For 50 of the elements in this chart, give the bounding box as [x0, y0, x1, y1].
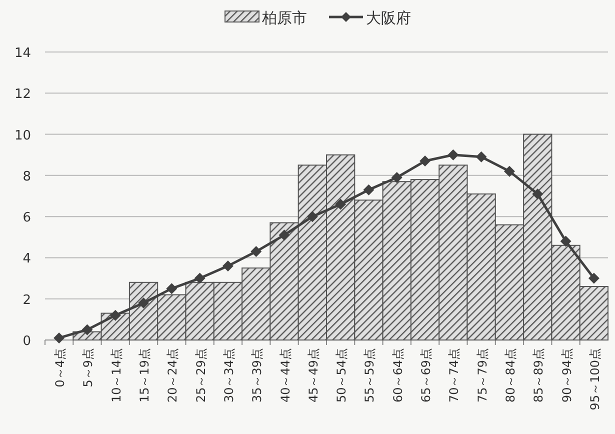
- y-tick-label: 12: [14, 87, 31, 102]
- y-tick-label: 10: [14, 128, 31, 144]
- y-tick-label: 4: [22, 252, 31, 267]
- x-tick-label: 90～94点: [560, 348, 574, 403]
- x-tick-label: 10～14点: [109, 348, 124, 403]
- y-tick-label: 8: [22, 169, 31, 184]
- x-tick-label: 25～29点: [194, 348, 208, 403]
- x-tick-label: 70～74点: [447, 348, 462, 403]
- x-tick-label: 80～84点: [503, 348, 518, 403]
- x-tick-label: 60～64点: [390, 348, 405, 403]
- point: [476, 151, 487, 162]
- y-tick-label: 0: [22, 334, 31, 349]
- point: [138, 297, 150, 308]
- point: [588, 272, 600, 284]
- point: [532, 188, 544, 200]
- x-tick-label: 75～79点: [475, 348, 490, 403]
- x-tick-label: 55～59点: [362, 348, 377, 403]
- point: [250, 246, 262, 258]
- x-tick-label: 65～69点: [419, 348, 434, 403]
- x-tick-label: 30～34点: [222, 348, 236, 403]
- x-tick-label: 0～4点: [53, 348, 68, 388]
- x-tick-label: 85～89点: [532, 348, 546, 403]
- x-tick-label: 50～54点: [334, 348, 349, 403]
- point: [110, 310, 121, 321]
- x-tick-label: 35～39点: [250, 348, 264, 403]
- x-tick-label: 95～100点: [588, 348, 602, 410]
- point: [166, 283, 178, 294]
- y-tick-label: 14: [14, 46, 31, 61]
- x-tick-label: 40～44点: [278, 348, 292, 403]
- point: [278, 230, 290, 241]
- point: [222, 260, 234, 272]
- x-tick-label: 45～49点: [306, 348, 320, 403]
- y-tick-label: 2: [22, 292, 31, 308]
- legend-label: 大阪府: [366, 9, 411, 27]
- point: [363, 184, 374, 196]
- point: [420, 156, 431, 167]
- legend-label: 柏原市: [261, 9, 307, 27]
- point: [391, 172, 402, 183]
- x-tick-label: 15～19点: [138, 348, 152, 403]
- point: [306, 211, 318, 222]
- point: [54, 332, 65, 344]
- point: [335, 198, 346, 210]
- y-tick-label: 6: [22, 210, 31, 226]
- x-tick-label: 5～9点: [81, 348, 96, 388]
- x-tick-label: 20～24点: [166, 348, 180, 403]
- point: [560, 236, 572, 247]
- point: [82, 324, 93, 336]
- point: [504, 166, 515, 177]
- point: [448, 149, 459, 160]
- point: [194, 272, 206, 284]
